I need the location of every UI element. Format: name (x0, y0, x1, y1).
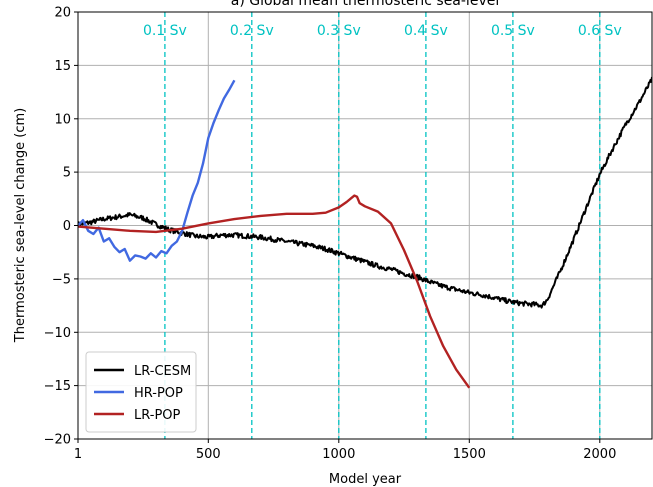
forcing-marker-label: 0.4 Sv (404, 23, 448, 39)
legend-label: LR-POP (134, 408, 181, 423)
series-lines (78, 76, 652, 389)
forcing-marker-label: 0.5 Sv (491, 23, 535, 39)
legend-label: HR-POP (134, 386, 183, 401)
x-tick-label: 1500 (453, 447, 486, 462)
y-axis-label: Thermosteric sea-level change (cm) (13, 108, 28, 343)
y-tick-label: −10 (44, 326, 71, 341)
x-tick-label: 500 (196, 447, 221, 462)
y-tick-label: 10 (54, 112, 71, 127)
forcing-marker-label: 0.1 Sv (143, 23, 187, 39)
x-tick-label: 2000 (583, 447, 616, 462)
y-tick-label: −15 (44, 379, 71, 394)
legend-label: LR-CESM (134, 364, 191, 379)
x-axis-label: Model year (329, 472, 402, 487)
forcing-marker-label: 0.6 Sv (578, 23, 622, 39)
y-tick-label: 15 (54, 59, 71, 74)
x-tick-label: 1 (74, 447, 82, 462)
series-line-lr-pop (78, 194, 471, 389)
legend-box (85, 351, 197, 433)
y-tick-label: 0 (63, 219, 71, 234)
forcing-markers: 0.1 Sv 0.2 Sv 0.3 Sv 0.4 Sv 0.5 Sv 0.6 Sv (143, 12, 622, 439)
y-axis-ticks: −20 −15 −10 −5 0 5 10 15 20 (44, 6, 78, 448)
x-axis-ticks: 1 500 1000 1500 2000 (74, 439, 616, 462)
y-tick-label: −20 (44, 433, 71, 448)
forcing-marker-label: 0.2 Sv (230, 23, 274, 39)
x-tick-label: 1000 (322, 447, 355, 462)
chart-title: a) Global mean thermosteric sea-level (231, 0, 499, 9)
series-line-lr-cesm (78, 76, 652, 309)
legend: LR-CESM HR-POP LR-POP (85, 351, 197, 433)
y-tick-label: −5 (52, 272, 71, 287)
y-tick-label: 20 (54, 6, 71, 21)
series-line-hr-pop (78, 79, 236, 262)
forcing-marker-label: 0.3 Sv (317, 23, 361, 39)
y-tick-label: 5 (63, 166, 71, 181)
